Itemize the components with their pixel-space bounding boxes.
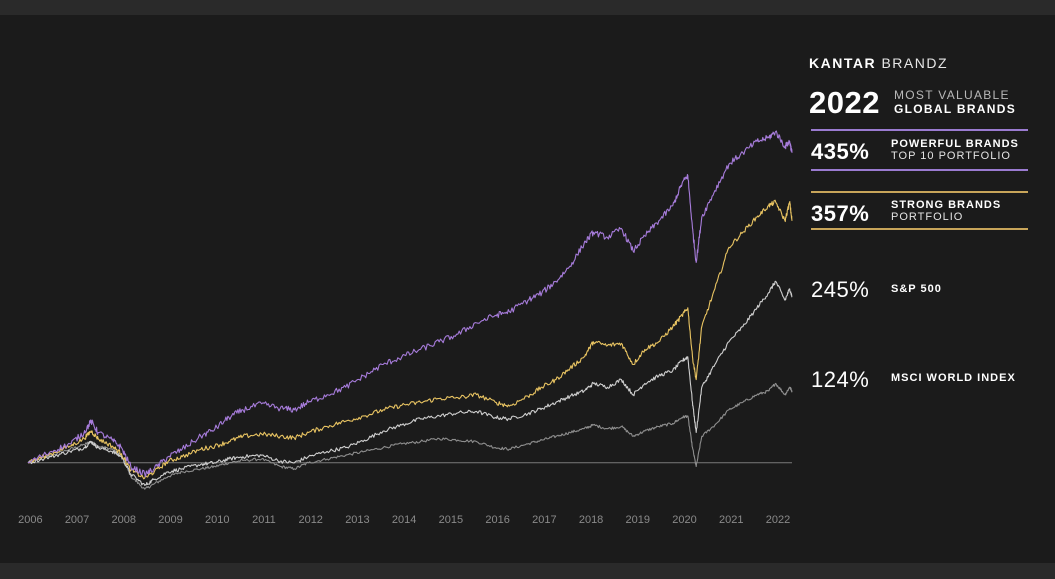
x-axis-ticks: 2006 2007 2008 2009 2010 2011 2012 2013 2014 2015… bbox=[18, 514, 790, 526]
line-chart: 2006 2007 2008 2009 2010 2011 2012 2013 2014 2015… bbox=[18, 130, 793, 526]
x-tick-label: 2008 bbox=[112, 514, 136, 526]
legend-rule-strong-bottom bbox=[811, 228, 1028, 230]
legend-pct-strong: 357% bbox=[811, 201, 870, 226]
legend-label-powerful: POWERFUL BRANDS TOP 10 PORTFOLIO bbox=[891, 138, 1019, 162]
x-tick-label: 2009 bbox=[158, 514, 182, 526]
x-tick-label: 2006 bbox=[18, 514, 42, 526]
x-tick-label: 2012 bbox=[298, 514, 322, 526]
x-tick-label: 2022 bbox=[766, 514, 790, 526]
legend-rule-powerful-top bbox=[811, 129, 1028, 131]
x-tick-label: 2018 bbox=[579, 514, 603, 526]
x-tick-label: 2016 bbox=[485, 514, 509, 526]
x-tick-label: 2017 bbox=[532, 514, 556, 526]
x-tick-label: 2019 bbox=[626, 514, 650, 526]
series-line-0 bbox=[27, 130, 793, 478]
brand-light: BRANDZ bbox=[881, 55, 949, 71]
legend-label-msci-line1: MSCI WORLD INDEX bbox=[891, 372, 1016, 384]
legend-label-strong-line1: STRONG BRANDS bbox=[891, 199, 1002, 211]
series-line-3 bbox=[27, 382, 793, 490]
brand-logo: KANTAR BRANDZ bbox=[809, 55, 948, 71]
legend-rule-powerful-bottom bbox=[811, 169, 1028, 171]
subtitle-line1: MOST VALUABLE bbox=[894, 88, 1010, 102]
legend-pct-sp500: 245% bbox=[811, 277, 870, 302]
legend-label-sp500-line1: S&P 500 bbox=[891, 283, 942, 295]
series-layer bbox=[27, 130, 793, 490]
legend-label-sp500: S&P 500 bbox=[891, 283, 942, 295]
report-year: 2022 bbox=[809, 85, 880, 120]
x-tick-label: 2014 bbox=[392, 514, 416, 526]
legend-pct-powerful: 435% bbox=[811, 139, 870, 164]
x-tick-label: 2013 bbox=[345, 514, 369, 526]
x-tick-label: 2015 bbox=[439, 514, 463, 526]
legend-label-powerful-line1: POWERFUL BRANDS bbox=[891, 138, 1019, 150]
brand-bold: KANTAR bbox=[809, 55, 877, 71]
legend-pct-msci: 124% bbox=[811, 367, 870, 392]
subtitle-line2: GLOBAL BRANDS bbox=[894, 102, 1017, 116]
legend-label-strong-line2: PORTFOLIO bbox=[891, 211, 964, 223]
series-line-1 bbox=[27, 199, 793, 480]
x-tick-label: 2020 bbox=[672, 514, 696, 526]
legend-rule-strong-top bbox=[811, 191, 1028, 193]
x-tick-label: 2010 bbox=[205, 514, 229, 526]
legend-label-powerful-line2: TOP 10 PORTFOLIO bbox=[891, 150, 1011, 162]
chart-stage: 2006 2007 2008 2009 2010 2011 2012 2013 2014 2015… bbox=[0, 15, 1055, 563]
x-tick-label: 2011 bbox=[252, 514, 276, 526]
legend-label-strong: STRONG BRANDS PORTFOLIO bbox=[891, 199, 1001, 223]
x-tick-label: 2007 bbox=[65, 514, 89, 526]
x-tick-label: 2021 bbox=[719, 514, 743, 526]
series-line-2 bbox=[27, 280, 793, 486]
legend-label-msci: MSCI WORLD INDEX bbox=[891, 372, 1016, 384]
report-subtitle: MOST VALUABLE GLOBAL BRANDS bbox=[894, 88, 1016, 116]
